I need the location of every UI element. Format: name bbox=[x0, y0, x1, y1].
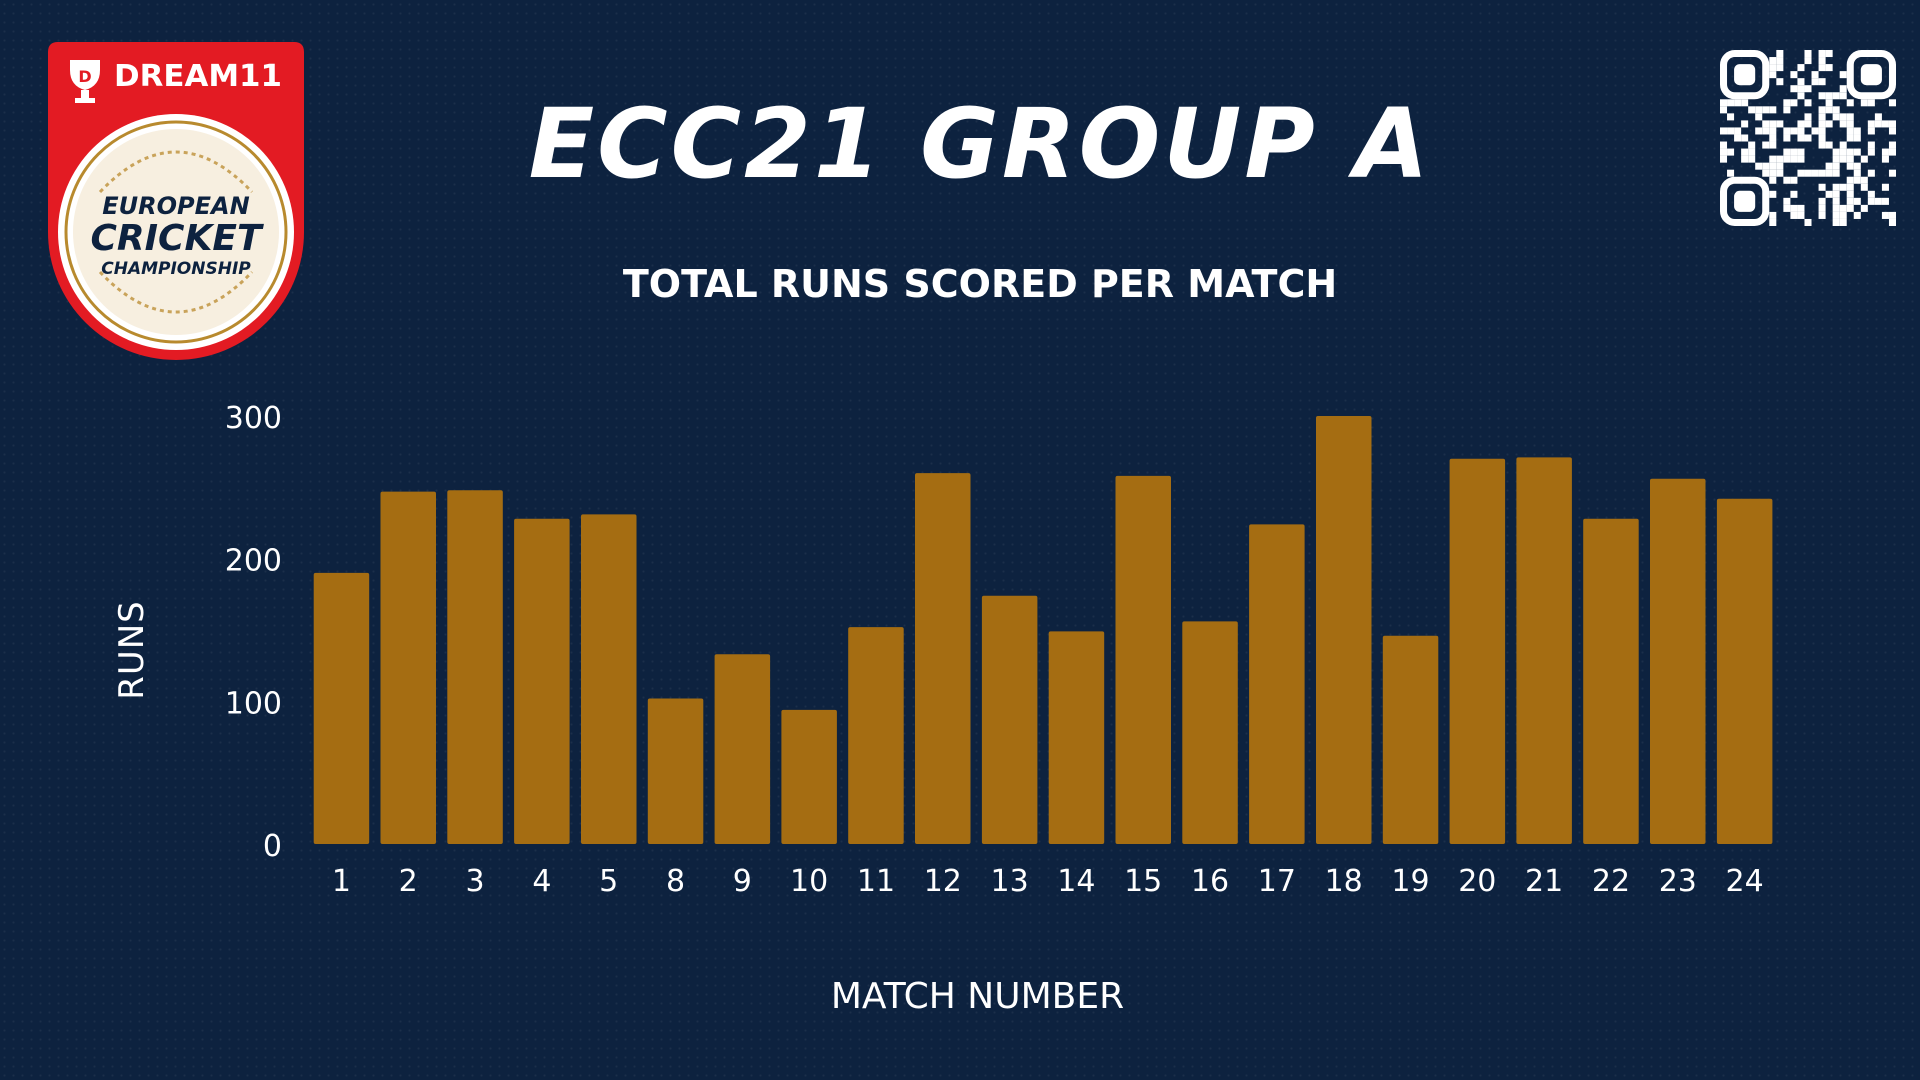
x-tick-label: 14 bbox=[1057, 864, 1095, 899]
x-tick-label: 10 bbox=[790, 864, 828, 899]
qr-finder-pattern bbox=[1720, 176, 1770, 226]
x-tick-label: 22 bbox=[1592, 864, 1630, 899]
bar-match-21 bbox=[1516, 457, 1572, 844]
x-tick-label: 24 bbox=[1726, 864, 1764, 899]
bar-match-13 bbox=[981, 595, 1038, 844]
x-tick-label: 12 bbox=[924, 864, 962, 899]
x-tick-label: 4 bbox=[532, 864, 551, 899]
y-tick-label: 300 bbox=[225, 401, 282, 436]
x-tick-label: 9 bbox=[733, 864, 752, 899]
bar-match-3 bbox=[447, 490, 503, 844]
x-tick-label: 2 bbox=[399, 864, 418, 899]
page-title: ECC21 GROUP A bbox=[528, 88, 1432, 200]
qr-code[interactable] bbox=[1720, 50, 1896, 226]
bar-match-1 bbox=[313, 572, 370, 844]
x-tick-label: 23 bbox=[1659, 864, 1697, 899]
qr-finder-pattern bbox=[1720, 50, 1770, 100]
bar-match-22 bbox=[1583, 518, 1639, 844]
x-tick-label: 16 bbox=[1191, 864, 1229, 899]
bar-match-23 bbox=[1650, 478, 1706, 844]
bar-match-24 bbox=[1716, 498, 1773, 844]
logo-line-european: EUROPEAN bbox=[102, 192, 249, 220]
bar-match-20 bbox=[1449, 458, 1506, 844]
bar-match-4 bbox=[514, 518, 570, 844]
logo-brand-text: DREAM11 bbox=[114, 59, 282, 94]
y-axis-label: RUNS bbox=[112, 600, 152, 700]
x-tick-label: 13 bbox=[991, 864, 1029, 899]
bar-match-12 bbox=[915, 473, 971, 844]
x-tick-label: 3 bbox=[465, 864, 484, 899]
bar-match-16 bbox=[1182, 621, 1238, 844]
bar-match-14 bbox=[1048, 631, 1105, 844]
chart-title: TOTAL RUNS SCORED PER MATCH bbox=[622, 262, 1338, 306]
x-axis-label: MATCH NUMBER bbox=[830, 976, 1125, 1017]
x-tick-label: 11 bbox=[857, 864, 895, 899]
y-tick-label: 200 bbox=[225, 544, 282, 579]
bar-match-11 bbox=[848, 627, 904, 844]
x-tick-label: 5 bbox=[599, 864, 618, 899]
bar-match-2 bbox=[380, 491, 436, 844]
x-tick-label: 15 bbox=[1124, 864, 1162, 899]
qr-finder-pattern bbox=[1846, 50, 1896, 100]
logo-line-cricket: CRICKET bbox=[91, 218, 264, 259]
x-tick-label: 1 bbox=[332, 864, 351, 899]
svg-text:D: D bbox=[78, 67, 91, 86]
bar-match-8 bbox=[647, 698, 704, 844]
bar-match-17 bbox=[1249, 524, 1305, 844]
bar-match-15 bbox=[1115, 475, 1171, 844]
bar-match-18 bbox=[1316, 416, 1372, 844]
x-tick-label: 19 bbox=[1391, 864, 1429, 899]
x-tick-label: 17 bbox=[1258, 864, 1296, 899]
bar-match-9 bbox=[714, 654, 771, 844]
trophy-icon: D bbox=[70, 60, 100, 103]
logo-line-championship: CHAMPIONSHIP bbox=[101, 259, 251, 279]
x-tick-label: 8 bbox=[666, 864, 685, 899]
x-tick-label: 21 bbox=[1525, 864, 1563, 899]
y-tick-label: 100 bbox=[225, 686, 282, 721]
x-tick-label: 18 bbox=[1325, 864, 1363, 899]
bar-match-5 bbox=[581, 514, 637, 844]
y-tick-label: 0 bbox=[263, 829, 282, 864]
bar-match-19 bbox=[1382, 635, 1439, 844]
european-cricket-championship-logo: D DREAM11 EUROPEAN CRICKET CHAMPIONSHIP bbox=[48, 42, 304, 360]
bar-match-10 bbox=[781, 709, 837, 844]
x-tick-label: 20 bbox=[1458, 864, 1496, 899]
